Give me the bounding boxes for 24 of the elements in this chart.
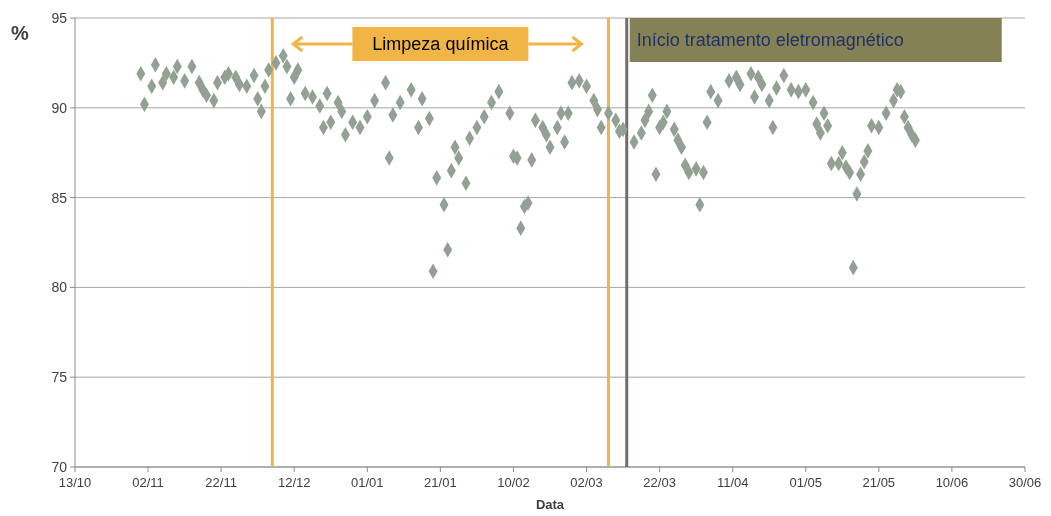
y-tick-label: 75 [51,369,68,386]
x-tick-label: 11/04 [716,475,749,490]
y-tick-label: 95 [51,9,68,26]
x-tick-label: 10/02 [497,475,530,490]
y-tick-label: 70 [51,458,68,475]
x-tick-label: 21/01 [424,475,457,490]
x-axis-title: Data [535,497,565,512]
x-tick-label: 22/11 [205,475,237,490]
y-axis-title: % [11,22,30,44]
x-tick-label: 13/10 [58,475,92,490]
x-tick-label: 21/05 [862,475,896,490]
x-tick-label: 01/05 [789,475,823,490]
x-tick-label: 22/03 [643,475,676,490]
x-tick-label: 12/12 [277,475,311,490]
x-tick-label: 02/03 [570,475,603,490]
y-tick-label: 80 [51,279,68,296]
x-tick-label: 10/06 [935,475,969,490]
y-tick-label: 85 [51,189,68,206]
x-tick-label: 01/01 [351,475,384,490]
x-tick-label: 30/06 [1008,475,1042,490]
x-tick-label: 02/11 [132,475,164,490]
y-tick-label: 90 [51,99,68,116]
ref-line-label: Início tratamento eletromagnético [636,30,904,51]
annotation: Limpeza química [372,34,510,55]
